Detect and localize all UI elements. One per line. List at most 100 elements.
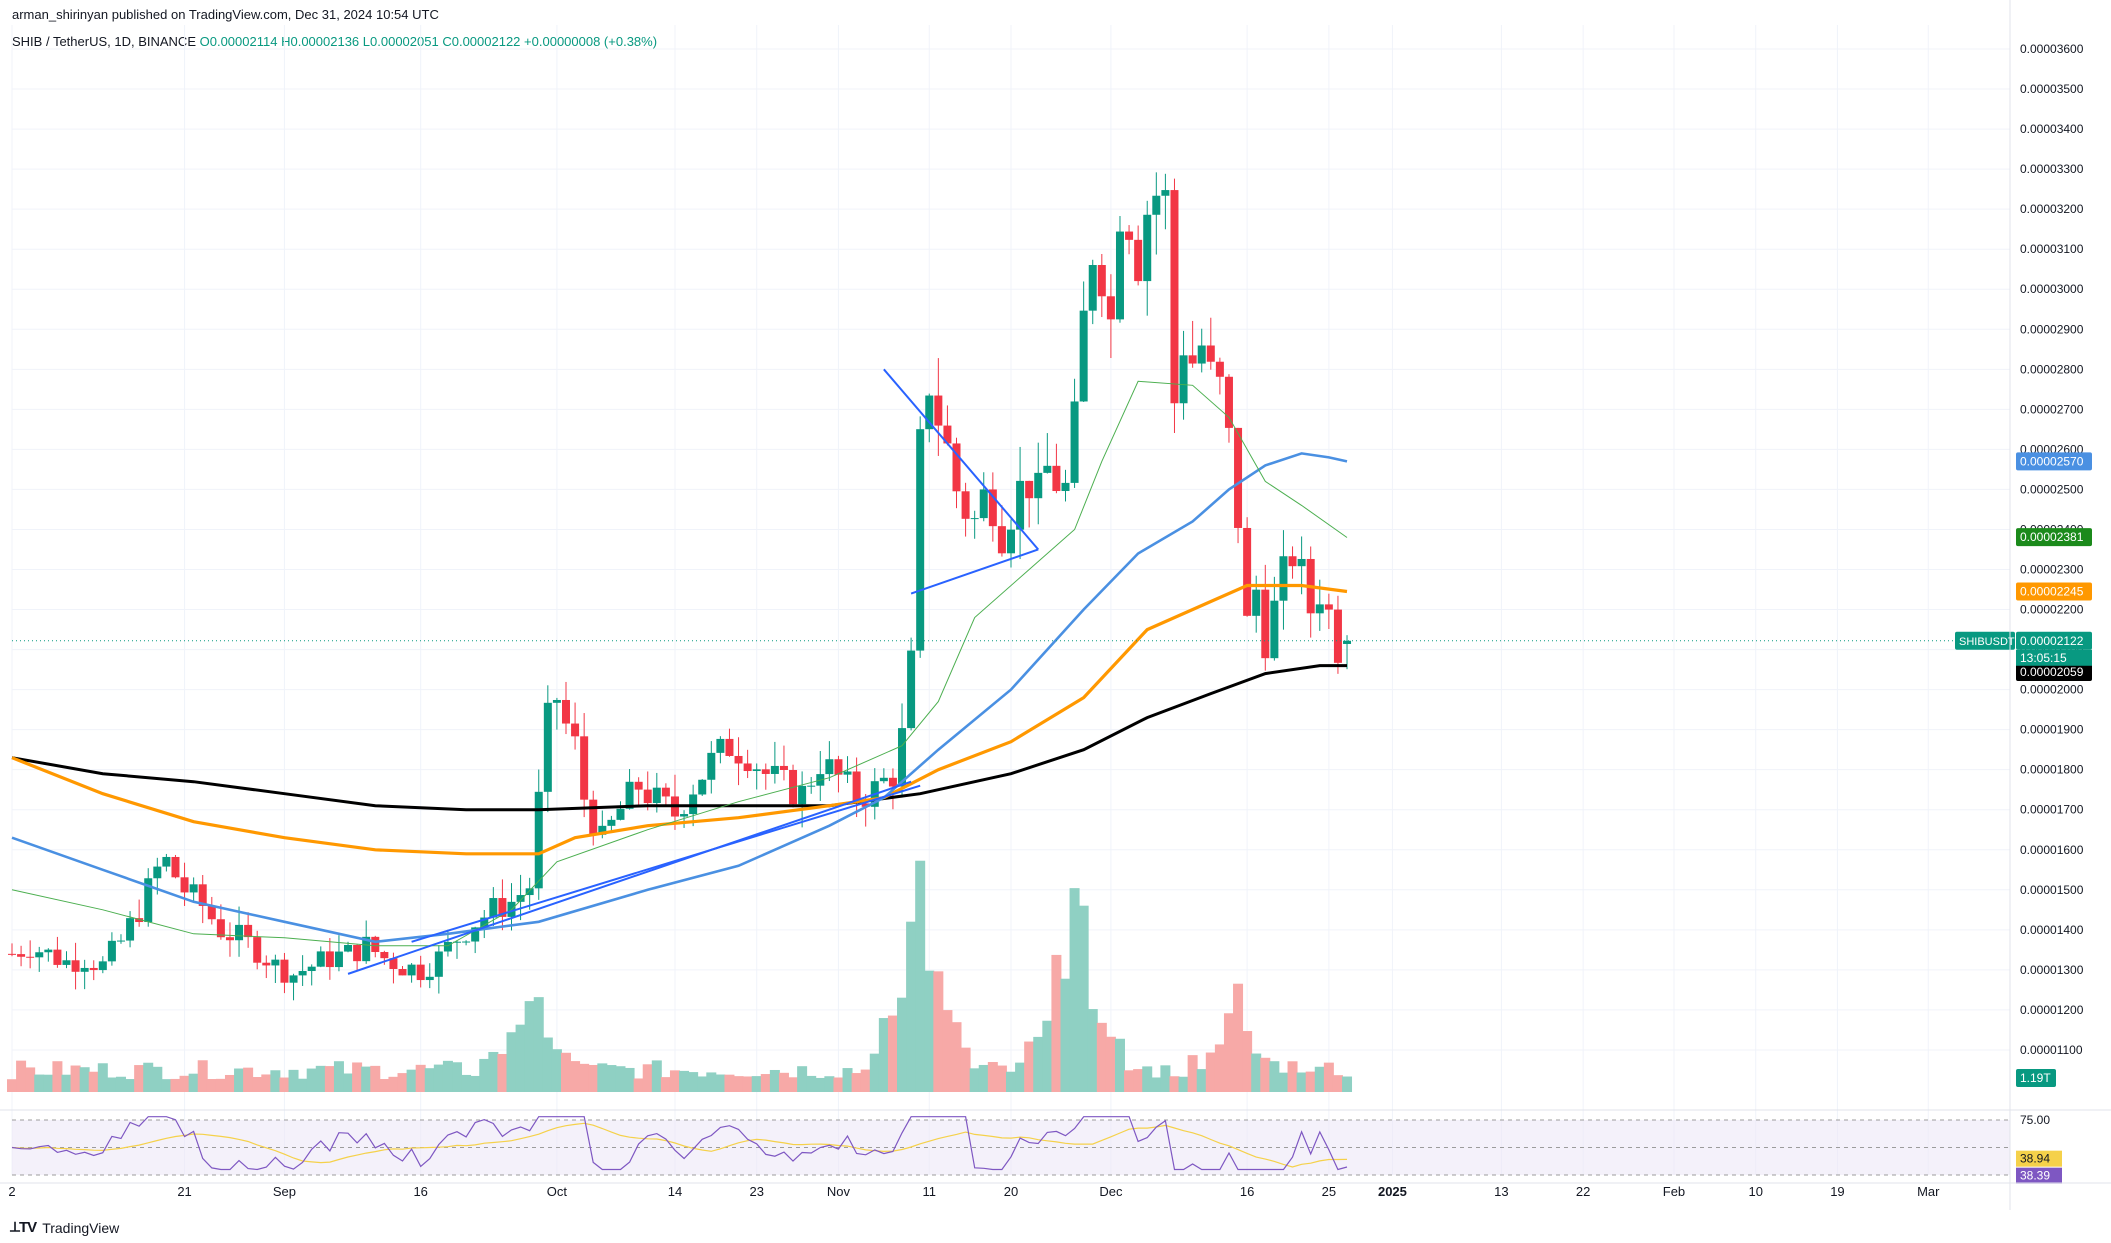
candle-body	[1297, 558, 1306, 567]
candle	[825, 741, 834, 782]
volume-bar	[915, 860, 926, 1092]
candle	[407, 963, 416, 983]
volume-bar	[851, 1073, 862, 1092]
candle	[934, 358, 943, 456]
candle-body	[71, 960, 80, 972]
volume-bar	[806, 1075, 817, 1092]
volume-bar	[951, 1022, 962, 1092]
tradingview-logo-icon[interactable]: ⟂TV	[10, 1219, 37, 1236]
volume-bar	[1133, 1069, 1144, 1092]
candle-body	[8, 953, 16, 955]
candle-body	[1252, 589, 1261, 616]
open-value: O0.00002114	[199, 34, 278, 49]
candle	[916, 416, 925, 658]
candle	[1143, 200, 1152, 316]
candle-body	[362, 936, 371, 962]
price-badge: 0.00002122	[2016, 631, 2092, 650]
price-tick-label: 0.00002000	[2020, 683, 2084, 697]
candle-body	[661, 787, 670, 797]
volume-bar	[324, 1066, 335, 1092]
price-tick-label: 0.00001200	[2020, 1003, 2084, 1017]
volume-bar	[1160, 1065, 1171, 1092]
candle	[907, 637, 916, 731]
candle	[852, 757, 861, 818]
candle-body	[1279, 556, 1288, 601]
candle	[462, 940, 471, 946]
volume-bar	[788, 1077, 799, 1092]
volume-bar	[297, 1078, 308, 1092]
volume-bar	[16, 1060, 27, 1092]
candle	[1152, 172, 1161, 255]
candle-body	[353, 944, 362, 962]
candle-body	[225, 937, 234, 941]
candle-body	[1206, 345, 1215, 362]
price-badge-label: 0.00002381	[2020, 530, 2084, 544]
candle-body	[779, 765, 788, 770]
candle-body	[589, 799, 598, 835]
candle	[107, 932, 116, 966]
candle	[571, 702, 580, 750]
candle-body	[1016, 480, 1025, 530]
candle	[1197, 328, 1206, 373]
candle	[680, 810, 689, 828]
volume-bar	[1205, 1052, 1216, 1092]
volume-bar	[261, 1074, 272, 1092]
candle-body	[680, 814, 689, 817]
rsi-badge-bg	[2016, 1167, 2062, 1184]
candle	[607, 815, 616, 831]
candle	[1034, 442, 1043, 525]
candle-body	[271, 959, 280, 966]
date-tick-label: 21	[177, 1184, 191, 1199]
candle	[44, 948, 53, 962]
candle	[1106, 274, 1115, 359]
candle-body	[1234, 427, 1243, 528]
date-tick-label: Sep	[273, 1184, 296, 1199]
candle-body	[625, 781, 634, 809]
candle-body	[907, 650, 916, 729]
price-tick-label: 0.00001100	[2020, 1043, 2083, 1057]
candle	[970, 510, 979, 539]
volume-bar	[206, 1079, 217, 1092]
candle	[198, 875, 207, 924]
volume-bar	[479, 1058, 490, 1092]
candle	[1288, 546, 1297, 579]
trendline	[347, 780, 912, 975]
volume-bar	[769, 1069, 780, 1092]
candle-body	[525, 888, 534, 896]
candle-body	[1052, 465, 1061, 492]
candle	[1125, 225, 1134, 255]
candles	[8, 172, 1352, 1001]
candle-body	[17, 954, 26, 957]
candle	[580, 713, 589, 818]
date-tick-label: Nov	[827, 1184, 851, 1199]
candle-body	[480, 917, 489, 928]
candle-body	[652, 787, 661, 804]
candle	[643, 771, 652, 811]
volume-bar	[1214, 1044, 1225, 1092]
volume-bar	[7, 1079, 17, 1092]
candle-body	[1088, 265, 1097, 311]
candle-body	[334, 951, 343, 968]
candle-body	[970, 518, 979, 520]
volume-bar	[724, 1074, 735, 1092]
date-tick-label: 2	[8, 1184, 15, 1199]
volume-badge-bg	[2016, 1069, 2056, 1087]
candle	[307, 964, 316, 986]
candle-body	[389, 958, 398, 969]
volume-bar	[1078, 905, 1089, 1092]
candle	[634, 777, 643, 806]
date-tick-label: 16	[413, 1184, 427, 1199]
volume-bar	[506, 1032, 517, 1092]
candle-body	[798, 785, 807, 805]
candle-body	[516, 895, 525, 902]
candle-body	[116, 940, 125, 942]
volume-bar	[143, 1062, 154, 1092]
price-badge-label: 0.00002245	[2020, 585, 2084, 599]
candle	[17, 945, 26, 967]
price-badge: 0.00002381	[2016, 528, 2092, 547]
moving-average-orange	[11, 583, 1348, 856]
volume-bar	[597, 1063, 608, 1092]
volume-bar	[379, 1079, 390, 1092]
